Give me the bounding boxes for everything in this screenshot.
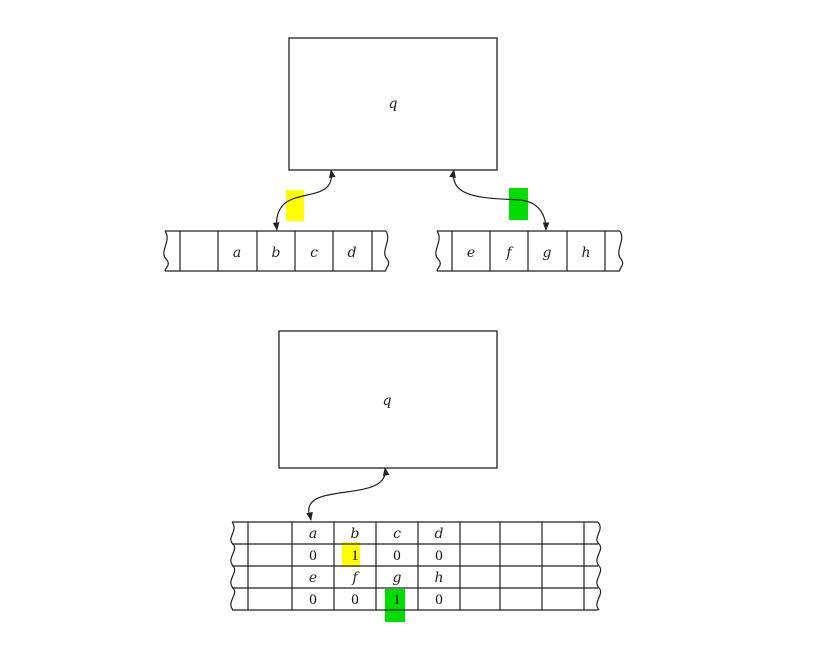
- track2-bit-0: 0: [309, 548, 317, 564]
- multi-track-tape: a b c d 0 1 0 0 e f g h 0 0 1 0: [230, 521, 602, 611]
- head1-arrow: [272, 169, 336, 231]
- finite-control-box-bottom: [278, 330, 498, 469]
- head2-arrow: [449, 169, 550, 231]
- track3-symbol-2: g: [393, 570, 402, 586]
- state-label: q: [389, 96, 398, 112]
- tape1-cell-4: d: [348, 245, 357, 261]
- finite-control-box: [288, 37, 498, 171]
- tape2-cell-3: h: [581, 245, 590, 261]
- track-marker-2: [385, 589, 405, 622]
- track4-bit-0: 0: [309, 592, 317, 608]
- tape1-cell-2: b: [272, 245, 281, 261]
- track-marker-1: [342, 542, 360, 567]
- tape-1: a b c d: [163, 230, 390, 272]
- track2-bit-2: 0: [393, 548, 401, 564]
- tape2-cell-1: f: [505, 245, 514, 261]
- head-arrow-bottom: [306, 467, 390, 521]
- track3-symbol-1: f: [351, 570, 360, 586]
- track2-bit-3: 0: [435, 548, 443, 564]
- state-label-bottom: q: [383, 393, 392, 409]
- head2-marker: [509, 188, 528, 220]
- tape1-cell-1: a: [233, 245, 241, 261]
- head1-marker: [286, 190, 304, 221]
- track4-bit-3: 0: [435, 592, 443, 608]
- top-machine: q a b c d: [163, 37, 624, 272]
- track3-symbol-3: h: [434, 570, 443, 586]
- tape2-cell-2: g: [543, 245, 552, 261]
- tape2-cell-0: e: [467, 245, 475, 261]
- track1-symbol-1: b: [351, 526, 360, 542]
- track1-symbol-0: a: [309, 526, 317, 542]
- track1-symbol-2: c: [393, 526, 401, 542]
- bottom-machine: q a b c d: [230, 330, 602, 622]
- track4-bit-2: 1: [393, 592, 401, 608]
- track4-bit-1: 0: [351, 592, 359, 608]
- tape-2: e f g h: [435, 230, 624, 272]
- track3-symbol-0: e: [309, 570, 317, 586]
- track2-bit-1: 1: [351, 548, 359, 564]
- track1-symbol-3: d: [435, 526, 444, 542]
- tape1-cell-3: c: [310, 245, 318, 261]
